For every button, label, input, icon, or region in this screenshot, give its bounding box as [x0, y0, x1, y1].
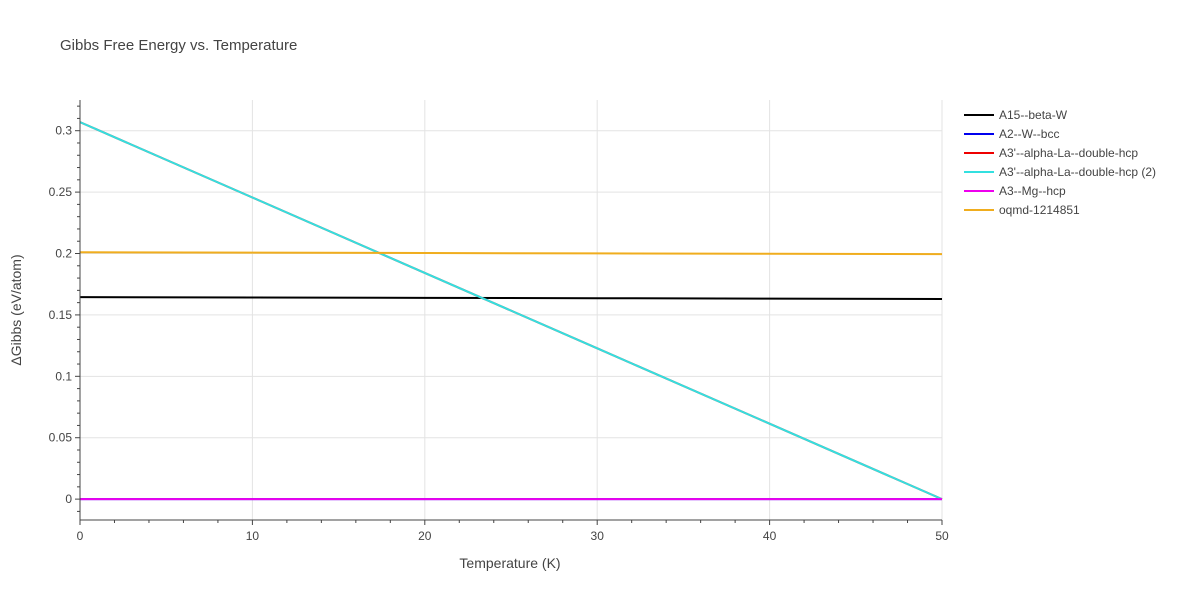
- legend-label: A3'--alpha-La--double-hcp (2): [999, 165, 1156, 179]
- x-axis-title: Temperature (K): [459, 555, 560, 571]
- legend-label: oqmd-1214851: [999, 203, 1080, 217]
- x-axis-ticks: 0 10 20 30 40 50: [77, 529, 949, 543]
- y-tick-label: 0.2: [55, 247, 72, 261]
- x-tick-label: 0: [77, 529, 84, 543]
- legend-item-4[interactable]: A3'--alpha-La--double-hcp (2): [964, 165, 1156, 179]
- x-tick-label: 50: [935, 529, 949, 543]
- legend-label: A3'--alpha-La--double-hcp: [999, 146, 1138, 160]
- y-tick-label: 0.3: [55, 124, 72, 138]
- axes: [75, 100, 943, 525]
- y-tick-label: 0.1: [55, 369, 72, 383]
- chart-title: Gibbs Free Energy vs. Temperature: [60, 37, 297, 54]
- series-lines: [79, 121, 943, 501]
- y-tick-label: 0.15: [49, 308, 73, 322]
- legend-item-6[interactable]: oqmd-1214851: [964, 203, 1080, 217]
- y-tick-label: 0: [65, 492, 72, 506]
- legend[interactable]: A15--beta-W A2--W--bcc A3'--alpha-La--doub…: [964, 108, 1156, 217]
- y-tick-label: 0.05: [49, 431, 73, 445]
- y-axis-ticks: 0 0.05 0.1 0.15 0.2 0.25 0.3: [49, 124, 73, 506]
- legend-label: A15--beta-W: [999, 108, 1068, 122]
- series-line-4: [79, 121, 943, 501]
- x-tick-label: 30: [591, 529, 605, 543]
- legend-item-5[interactable]: A3--Mg--hcp: [964, 184, 1066, 198]
- x-tick-label: 10: [246, 529, 260, 543]
- y-tick-label: 0.25: [49, 185, 73, 199]
- legend-item-1[interactable]: A15--beta-W: [964, 108, 1068, 122]
- series-line-1: [79, 296, 943, 300]
- legend-label: A2--W--bcc: [999, 127, 1059, 141]
- legend-label: A3--Mg--hcp: [999, 184, 1066, 198]
- series-line-6: [79, 251, 943, 256]
- x-tick-label: 40: [763, 529, 777, 543]
- y-axis-title: ΔGibbs (eV/atom): [8, 254, 24, 365]
- legend-item-2[interactable]: A2--W--bcc: [964, 127, 1059, 141]
- legend-item-3[interactable]: A3'--alpha-La--double-hcp: [964, 146, 1138, 160]
- x-tick-label: 20: [418, 529, 432, 543]
